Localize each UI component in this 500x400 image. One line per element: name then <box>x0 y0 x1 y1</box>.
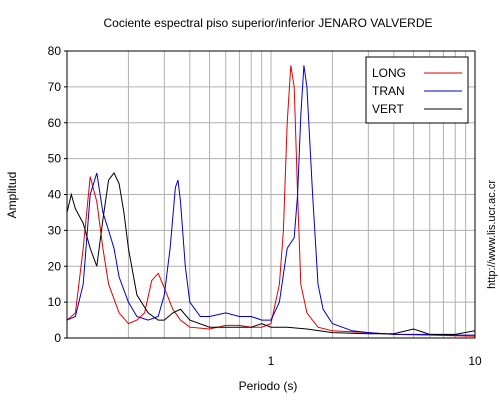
series-line-tran <box>67 65 475 336</box>
y-tick-label-6: 60 <box>48 116 62 130</box>
series-line-long <box>67 65 475 337</box>
y-tick-label-8: 80 <box>48 44 62 58</box>
x-axis-label: Periodo (s) <box>239 379 298 393</box>
legend: LONG TRAN VERT <box>365 56 469 124</box>
watermark-url: http://www.lis.ucr.ac.cr <box>486 180 498 289</box>
y-tick-label-3: 30 <box>48 223 62 237</box>
legend-box <box>365 56 469 124</box>
x-tick-label-0: 1 <box>268 354 275 368</box>
x-tick-label-1: 10 <box>468 354 482 368</box>
y-tick-label-2: 20 <box>48 259 62 273</box>
y-tick-label-1: 10 <box>48 295 62 309</box>
y-tick-label-4: 40 <box>48 188 62 202</box>
plot-frame <box>66 50 476 339</box>
series-line-vert <box>67 172 475 335</box>
y-tick-label-0: 0 <box>54 331 61 345</box>
legend-label-long: LONG <box>372 66 406 80</box>
legend-label-tran: TRAN <box>372 84 405 98</box>
y-tick-label-7: 70 <box>48 80 62 94</box>
y-tick-label-5: 50 <box>48 152 62 166</box>
legend-label-vert: VERT <box>372 102 404 116</box>
series-lines <box>67 65 475 337</box>
chart-title: Cociente espectral piso superior/inferio… <box>103 16 432 30</box>
y-axis-label: Amplitud <box>5 172 19 219</box>
axis-ticks: 0 10 20 30 40 50 60 70 80 1 10 <box>48 44 482 368</box>
